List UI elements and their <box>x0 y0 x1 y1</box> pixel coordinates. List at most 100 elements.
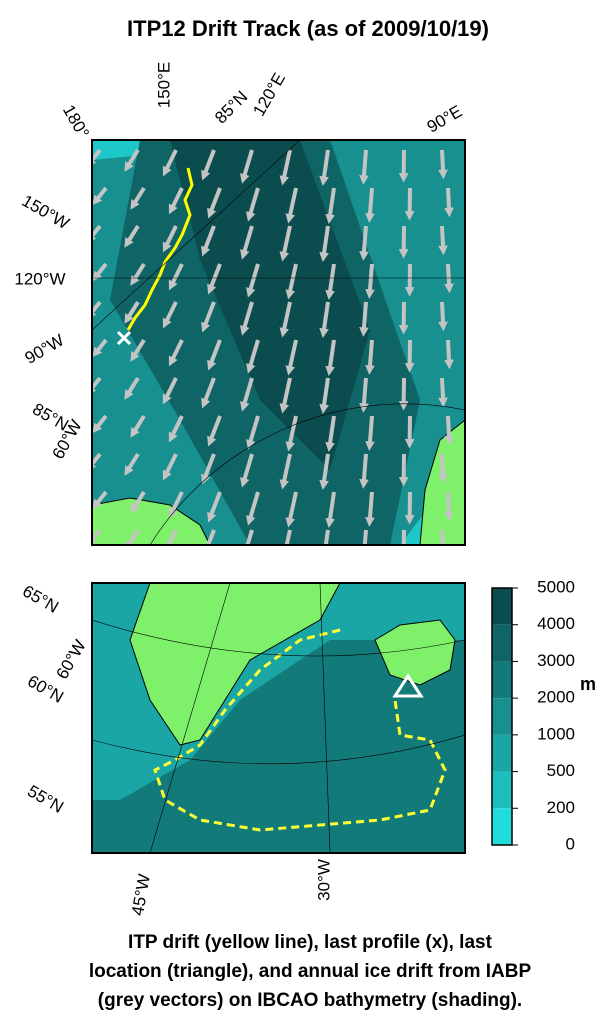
arrow-head <box>246 515 256 526</box>
arrow-head <box>207 511 217 523</box>
arrow-head <box>168 279 178 291</box>
ice-drift-arrow <box>440 149 446 174</box>
caption-line: ITP drift (yellow line), last profile (x… <box>128 932 493 953</box>
caption-line: location (triangle), and annual ice drif… <box>89 961 532 982</box>
ice-drift-arrow <box>327 415 336 447</box>
map-label: 90°W <box>22 330 68 367</box>
colorbar-band <box>492 624 512 662</box>
arrow-head <box>319 251 329 262</box>
arrow-head <box>319 327 329 338</box>
ice-drift-arrow <box>166 529 178 545</box>
ice-drift-arrow <box>361 377 368 408</box>
ice-drift-arrow <box>446 187 452 212</box>
ice-drift-arrow <box>287 491 298 523</box>
ice-drift-arrow <box>163 225 178 248</box>
map-label: 90°E <box>424 102 466 137</box>
arrow-head <box>438 321 448 332</box>
ice-drift-arrow <box>92 148 102 164</box>
arrow-head <box>201 321 211 333</box>
arrow-head <box>130 199 140 210</box>
ice-drift-arrow <box>241 377 254 407</box>
map-label: 65°N <box>19 581 61 616</box>
ice-drift-arrow <box>287 339 298 371</box>
arrow-head <box>438 245 448 256</box>
arrow-head <box>325 517 335 528</box>
colorbar-label: 2000 <box>537 688 575 707</box>
ice-drift-arrow <box>440 225 446 250</box>
arrow-head <box>279 327 289 338</box>
bottom-map <box>92 583 465 853</box>
arrow-head <box>365 365 375 375</box>
arrow-head <box>404 210 415 221</box>
map-label: 120°W <box>14 269 65 288</box>
arrow-head <box>285 213 295 224</box>
ice-drift-arrow <box>327 339 336 371</box>
ice-drift-arrow <box>281 453 292 485</box>
ice-drift-arrow <box>202 453 216 480</box>
arrow-head <box>398 400 409 411</box>
ice-drift-arrow <box>202 225 216 252</box>
colorbar-band <box>492 661 512 699</box>
arrow-head <box>365 289 375 299</box>
ice-drift-arrow <box>247 491 260 521</box>
arrow-head <box>285 441 295 452</box>
arrow-head <box>285 289 295 300</box>
ice-drift-arrow <box>446 339 452 364</box>
ice-drift-vectors <box>92 148 454 545</box>
arrow-head <box>365 213 375 223</box>
arrow-head <box>207 359 217 371</box>
ice-drift-arrow <box>169 339 184 362</box>
arrow-head <box>246 287 256 298</box>
arrow-head <box>444 283 454 294</box>
arrow-head <box>92 498 103 510</box>
arrow-head <box>279 479 289 490</box>
arrow-head <box>279 175 289 186</box>
graticule <box>92 583 465 853</box>
ice-drift-arrow <box>321 377 330 409</box>
ice-drift-arrow <box>321 225 330 257</box>
ice-drift-arrow <box>446 415 452 440</box>
ice-drift-arrow <box>208 339 222 366</box>
colorbar-band <box>492 808 512 845</box>
arrow-head <box>124 465 134 476</box>
arrow-head <box>92 270 103 282</box>
ice-drift-arrow <box>367 263 374 294</box>
arrow-head <box>130 503 140 514</box>
arrow-head <box>124 237 134 248</box>
ice-drift-arrow <box>287 415 298 447</box>
arrow-head <box>207 435 217 447</box>
arrow-head <box>162 317 172 329</box>
ice-drift-arrow <box>208 415 222 442</box>
colorbar-label: 3000 <box>537 651 575 670</box>
arrow-head <box>168 355 178 367</box>
arrow-head <box>279 251 289 262</box>
arrow-head <box>207 283 217 295</box>
arrow-head <box>438 473 448 484</box>
colorbar-band <box>492 588 512 625</box>
arrow-head <box>365 517 375 527</box>
ice-drift-arrow <box>367 491 374 522</box>
arrow-head <box>240 249 250 260</box>
arrow-head <box>162 241 172 253</box>
arrow-head <box>240 477 250 488</box>
arrow-head <box>92 346 103 358</box>
arrow-head <box>325 365 335 376</box>
arrow-head <box>359 479 369 489</box>
arrow-head <box>404 362 415 373</box>
arrow-head <box>444 359 454 370</box>
ice-drift-arrow <box>245 529 254 545</box>
arrow-head <box>162 165 172 177</box>
ice-drift-arrow <box>440 453 446 478</box>
ice-drift-arrow <box>163 377 178 400</box>
graticule <box>92 140 465 545</box>
ice-drift-arrow <box>440 529 445 545</box>
ice-drift-arrow <box>321 453 330 485</box>
arrow-head <box>130 427 140 438</box>
last-profile <box>116 330 132 346</box>
colorbar-label: 5000 <box>537 577 575 596</box>
ice-drift-arrow <box>92 300 102 316</box>
arrow-head <box>124 161 134 172</box>
map-label: 45°W <box>128 873 154 917</box>
